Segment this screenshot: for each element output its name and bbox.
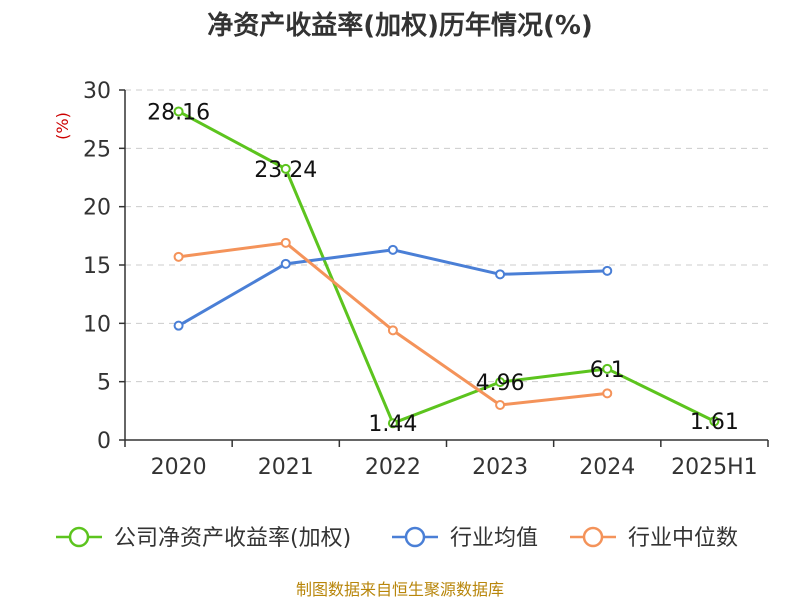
x-tick-label: 2022 (365, 455, 421, 480)
data-point (280, 237, 291, 248)
data-point (387, 325, 398, 336)
data-point (602, 265, 613, 276)
data-label: 4.96 (476, 371, 525, 396)
legend-label: 公司净资产收益率(加权) (114, 526, 351, 551)
data-label: 1.61 (690, 410, 739, 435)
data-point (709, 416, 720, 427)
data-point (495, 377, 506, 388)
x-tick-label: 2021 (258, 455, 314, 480)
gridlines (125, 89, 768, 383)
legend-label: 行业中位数 (628, 526, 738, 551)
legend-label: 行业均值 (450, 526, 538, 551)
data-point (173, 320, 184, 331)
data-point (495, 400, 506, 410)
y-axis-unit-label: (%) (53, 112, 72, 140)
data-point (280, 258, 291, 269)
data-point (602, 363, 613, 374)
data-label: 1.44 (368, 412, 417, 437)
data-label: 23.24 (254, 158, 317, 183)
data-point (387, 418, 398, 429)
legend-swatch-marker (582, 526, 604, 548)
legend-swatch-marker (404, 526, 426, 548)
y-tick-label: 15 (83, 254, 111, 279)
data-point (387, 244, 398, 255)
legend: 公司净资产收益率(加权) 行业均值 行业中位数 (56, 526, 738, 551)
axes: 0 5 10 15 20 25 30 2020 2021 2022 2023 2024 2025H1 (83, 79, 769, 480)
y-tick-label: 0 (97, 429, 111, 454)
x-tick-label: 2025H1 (671, 455, 758, 480)
data-point (173, 106, 184, 117)
y-tick-label: 25 (83, 137, 111, 162)
data-point (173, 251, 184, 262)
legend-swatch-marker (68, 526, 90, 548)
y-tick-label: 20 (83, 196, 111, 221)
chart-title: 净资产收益率(加权)历年情况(%) (207, 10, 593, 41)
data-point (495, 269, 506, 280)
source-note: 制图数据来自恒生聚源数据库 (296, 580, 504, 599)
data-point (602, 388, 613, 399)
series-line-0 (177, 110, 716, 425)
series-line-2 (178, 241, 608, 407)
data-point (280, 163, 291, 174)
x-tick-label: 2024 (579, 455, 635, 480)
data-label: 6.1 (590, 358, 625, 383)
data-label: 28.16 (147, 100, 210, 125)
y-tick-label: 5 (97, 371, 111, 396)
x-tick-label: 2023 (472, 455, 528, 480)
y-tick-label: 30 (83, 79, 111, 104)
y-tick-label: 10 (83, 312, 111, 337)
series-lines (173, 106, 720, 429)
data-labels: 28.16 23.24 1.44 4.96 6.1 1.61 (147, 100, 739, 437)
series-line-1 (177, 248, 608, 327)
x-tick-label: 2020 (151, 455, 207, 480)
